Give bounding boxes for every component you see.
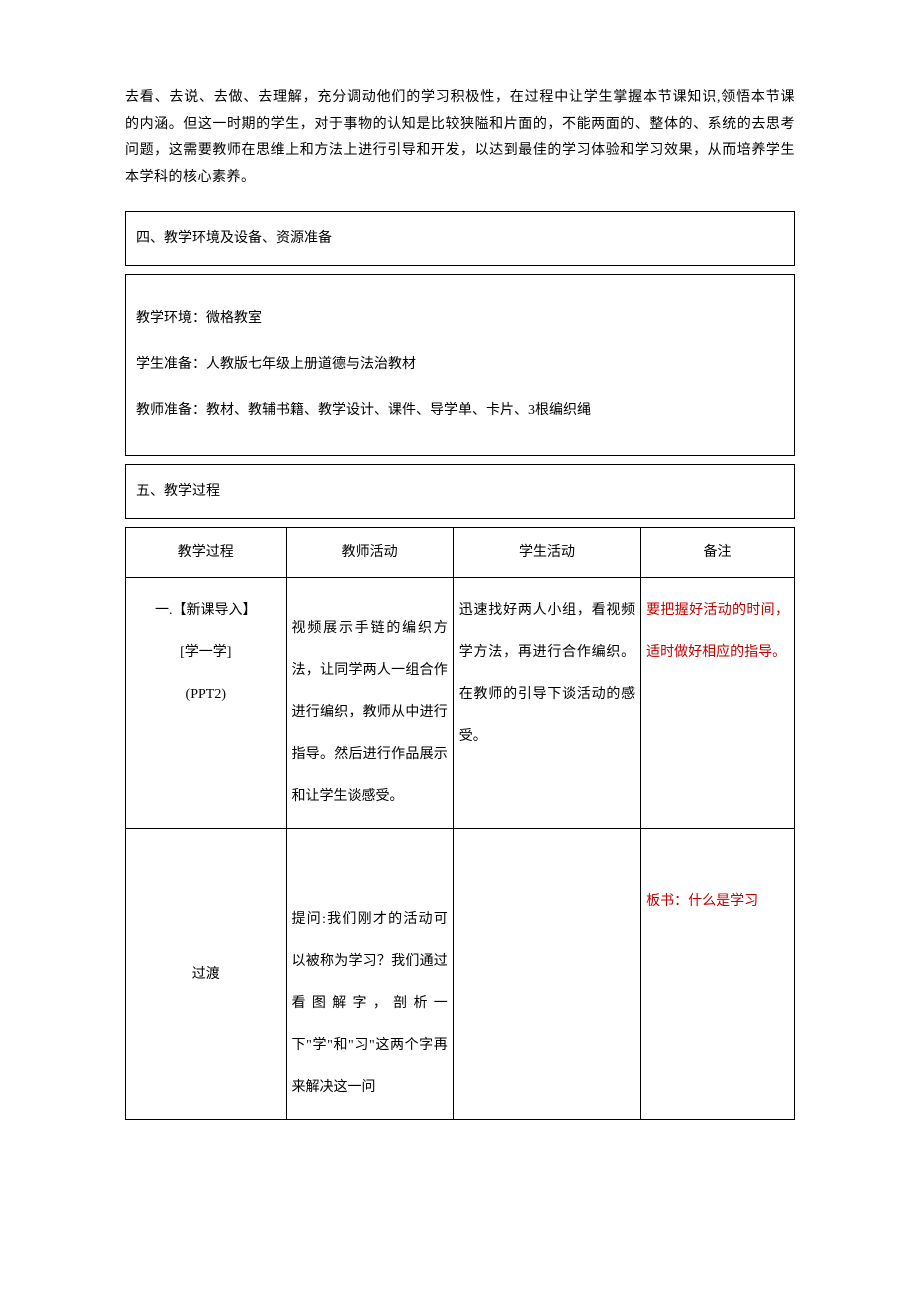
header-teacher: 教师活动 — [286, 528, 453, 578]
section-4-box: 四、教学环境及设备、资源准备 — [125, 211, 795, 266]
env-line: 教学环境：微格教室 — [136, 305, 784, 333]
table-header-row: 教学过程 教师活动 学生活动 备注 — [126, 528, 795, 578]
teacher-text: 提问:我们刚才的活动可以被称为学习？我们通过看图解字，剖析一下"学"和"习"这两… — [292, 912, 448, 1095]
student-cell-1: 迅速找好两人小组，看视频学方法，再进行合作编织。在教师的引导下谈活动的感受。 — [453, 578, 640, 829]
table-row: 过渡 提问:我们刚才的活动可以被称为学习？我们通过看图解字，剖析一下"学"和"习… — [126, 829, 795, 1120]
process-line: (PPT2) — [132, 674, 280, 716]
header-student: 学生活动 — [453, 528, 640, 578]
intro-paragraph: 去看、去说、去做、去理解，充分调动他们的学习积极性，在过程中让学生掌握本节课知识… — [125, 85, 795, 191]
process-cell-1: 一.【新课导入】 [学一学] (PPT2) — [126, 578, 287, 829]
process-line: [学一学] — [132, 632, 280, 674]
note-text: 板书：什么是学习 — [646, 894, 758, 909]
teaching-process-table: 教学过程 教师活动 学生活动 备注 一.【新课导入】 [学一学] (PPT2) … — [125, 527, 795, 1120]
section-4-content: 教学环境：微格教室 学生准备：人教版七年级上册道德与法治教材 教师准备：教材、教… — [125, 274, 795, 456]
teacher-cell-2: 提问:我们刚才的活动可以被称为学习？我们通过看图解字，剖析一下"学"和"习"这两… — [286, 829, 453, 1120]
header-process: 教学过程 — [126, 528, 287, 578]
note-cell-1: 要把握好活动的时间，适时做好相应的指导。 — [641, 578, 795, 829]
process-line: 过渡 — [132, 954, 280, 996]
section-5-title: 五、教学过程 — [136, 477, 784, 506]
teacher-cell-1: 视频展示手链的编织方法，让同学两人一组合作进行编织，教师从中进行指导。然后进行作… — [286, 578, 453, 829]
section-4-title: 四、教学环境及设备、资源准备 — [136, 224, 784, 253]
header-note: 备注 — [641, 528, 795, 578]
table-row: 一.【新课导入】 [学一学] (PPT2) 视频展示手链的编织方法，让同学两人一… — [126, 578, 795, 829]
process-cell-2: 过渡 — [126, 829, 287, 1120]
section-5-box: 五、教学过程 — [125, 464, 795, 519]
teacher-prep-line: 教师准备：教材、教辅书籍、教学设计、课件、导学单、卡片、3根编织绳 — [136, 397, 784, 425]
student-cell-2 — [453, 829, 640, 1120]
note-cell-2: 板书：什么是学习 — [641, 829, 795, 1120]
student-prep-line: 学生准备：人教版七年级上册道德与法治教材 — [136, 351, 784, 379]
process-line: 一.【新课导入】 — [132, 590, 280, 632]
